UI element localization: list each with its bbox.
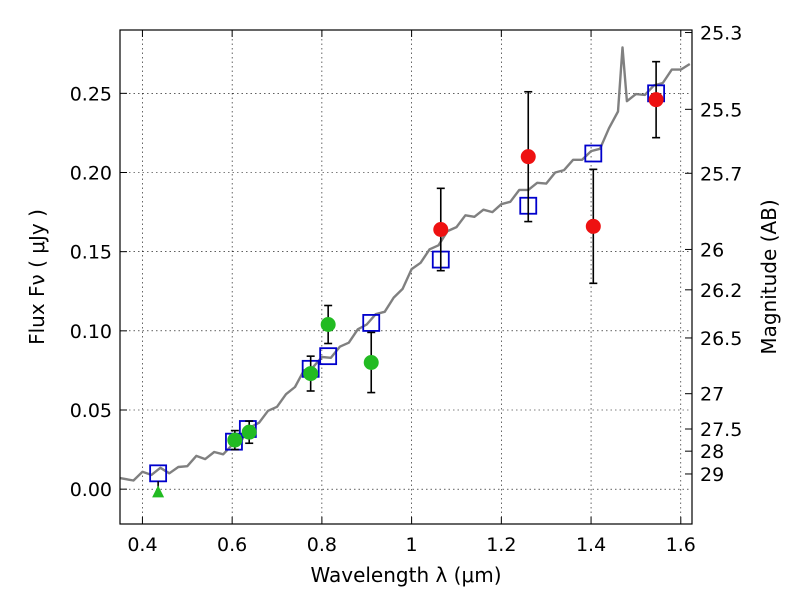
y-axis-label: Flux Fν ( μJy ) [25,209,49,345]
axis-ticks: 0.4 0.6 0.8 1 1.2 1.4 1.6 0.00 0.05 0.10 0.15 0.20 0… [70,23,743,556]
x-tick-label: 0.4 [127,534,157,556]
observed-point-ir [648,92,664,108]
right-tick-label: 28 [700,441,724,463]
x-tick-label: 0.8 [307,534,337,556]
model-spectrum-layer [119,46,691,482]
observed-point-ir [520,149,536,165]
observed-point-optical [363,355,379,370]
y-tick-label: 0.20 [70,163,112,185]
grid-lines [120,30,692,524]
observed-point-ir [433,222,449,237]
y-tick-label: 0.25 [70,83,112,105]
right-tick-label: 25.5 [700,99,742,121]
x-tick-label: 1.6 [666,534,696,556]
right-tick-label: 26 [700,239,724,261]
observed-point-optical [227,432,243,448]
model-point-square [319,347,338,366]
plot-frame [119,29,693,525]
model-spectrum-line [119,46,691,482]
upper-limit-triangle [152,485,165,498]
observed-point-optical [303,366,319,382]
right-tick-label: 27.5 [700,419,742,441]
y-tick-label: 0.00 [70,479,112,501]
observed-point-optical [320,317,336,332]
right-tick-label: 25.3 [700,23,742,45]
observed-point-ir [585,218,601,234]
x-tick-label: 1.2 [486,534,516,556]
x-axis-label: Wavelength λ (μm) [310,563,501,587]
right-tick-label: 25.7 [700,163,742,185]
y-tick-label: 0.10 [70,321,112,343]
y-tick-label: 0.15 [70,242,112,264]
model-point-square [362,314,381,332]
right-tick-label: 29 [700,464,724,486]
right-tick-label: 26.5 [700,328,742,350]
observed-point-optical [241,424,257,440]
x-tick-label: 1.4 [576,534,606,556]
x-tick-label: 0.6 [217,534,247,556]
data-points-layer [149,60,666,498]
right-tick-label: 26.2 [700,280,742,302]
model-point-square [584,144,603,163]
right-y-axis-label: Magnitude (AB) [757,199,781,354]
right-tick-label: 27 [700,384,724,406]
y-tick-label: 0.05 [70,400,112,422]
x-tick-label: 1 [406,534,418,556]
